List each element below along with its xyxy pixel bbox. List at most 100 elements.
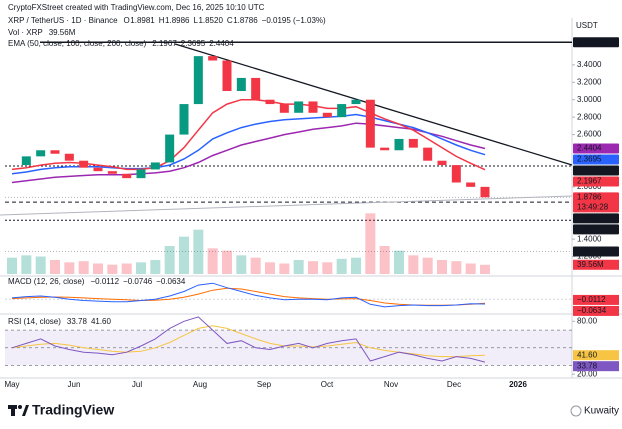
candle-body (136, 169, 146, 179)
candle-body (251, 77, 261, 100)
macd-label: −0.0112 (577, 295, 606, 304)
candle-body (64, 153, 74, 161)
ema-line (11, 113, 486, 175)
volume-bar (379, 246, 390, 274)
candle-body (466, 182, 476, 187)
volume-bar (35, 256, 46, 274)
symbol: XRP / TetherUS · 1D · Binance (8, 16, 118, 25)
x-tick-label: 2026 (509, 380, 527, 389)
y-tick-label: 1.4000 (577, 234, 602, 243)
price-label-box (573, 246, 619, 257)
price-label: 1.6175 (577, 225, 602, 234)
macd-legend: −0.0634 (156, 277, 186, 286)
price-label: 1.8254 (577, 214, 602, 223)
ohlc-key: L (193, 16, 198, 25)
price-label-box (573, 154, 619, 165)
candle-body (394, 138, 404, 151)
x-tick-label: Oct (321, 380, 334, 389)
candle-body (79, 160, 89, 168)
watermark: Kuwaity (584, 406, 619, 417)
rsi-legend: 41.60 (91, 317, 112, 326)
volume-bar (465, 263, 476, 274)
volume-bar (480, 264, 490, 274)
price-label: 2.2400 (577, 166, 602, 175)
x-tick-label: Dec (447, 380, 461, 389)
ema-value: 2.1967 (152, 39, 177, 48)
countdown: 13:49:28 (577, 203, 609, 212)
rsi-line (11, 316, 486, 363)
y-tick-label: 80.00 (577, 316, 598, 325)
rsi-legend: 33.78 (67, 317, 88, 326)
price-label: 3.6588 (577, 37, 602, 46)
price-label-box (573, 213, 619, 224)
volume-bar (250, 257, 261, 274)
candle-body (451, 165, 461, 183)
y-tick-label: 2.8000 (577, 112, 602, 121)
brand-logo (8, 405, 29, 416)
volume-bar (437, 260, 447, 274)
x-tick-label: Aug (193, 380, 207, 389)
volume-value: 39.56M (49, 28, 76, 37)
candle-body (122, 173, 132, 179)
price-label-box (573, 143, 619, 154)
watermark-icon (570, 405, 582, 417)
volume-bar (164, 246, 175, 274)
volume-bar (7, 257, 17, 274)
volume-bar (107, 264, 118, 274)
rsi-label: 33.78 (577, 361, 598, 370)
volume-bar (236, 255, 247, 274)
candle-body (308, 101, 318, 113)
candle-body (408, 138, 418, 148)
candle-body (337, 104, 347, 118)
x-tick-label: Sep (257, 380, 272, 389)
candle-body (380, 147, 390, 151)
ema-legend: EMA (50, close, 100, close, 200, close) (8, 39, 147, 48)
volume-bar (136, 262, 146, 274)
volume-bar (451, 261, 462, 274)
ohlc-value: 1.8981 (130, 16, 155, 25)
volume-bar (207, 248, 218, 274)
macd-label-box (573, 294, 619, 305)
x-tick-label: Jun (68, 380, 81, 389)
volume-bar (64, 262, 75, 274)
rsi-label-box (573, 361, 619, 372)
volume-bar (308, 261, 318, 274)
y-tick-label: 3.4000 (577, 60, 602, 69)
ohlc-value: 1.8786 (233, 16, 258, 25)
volume-bar (265, 262, 275, 274)
candle-body (365, 99, 375, 148)
ema-line (11, 98, 486, 171)
candle-body (236, 77, 246, 91)
volume-bar (394, 250, 404, 274)
macd-line (11, 282, 486, 308)
change: −0.0195 (−1.03%) (262, 16, 326, 25)
unit-label: USDT (576, 21, 598, 30)
candle-body (322, 112, 332, 118)
price-label: 2.4404 (577, 144, 602, 153)
volume-bar (179, 236, 189, 274)
candle-body (480, 186, 490, 198)
y-tick-label: 3.0000 (577, 95, 602, 104)
candle-body (21, 156, 31, 166)
x-tick-label: May (4, 380, 19, 389)
ohlc-key: H (159, 16, 165, 25)
volume-bar (336, 258, 347, 274)
volume-bar (422, 257, 433, 274)
candle-body (93, 167, 103, 172)
trend-line (0, 195, 573, 216)
candle-body (193, 56, 203, 105)
volume-bar (78, 261, 89, 274)
candle-body (222, 60, 232, 91)
candle-body (423, 147, 433, 161)
candle-body (208, 56, 218, 61)
x-tick-label: Nov (384, 380, 398, 389)
price-label-box (573, 224, 619, 235)
ohlc-value: 1.8520 (198, 16, 223, 25)
volume-bar (121, 263, 132, 274)
x-tick-label: Jul (132, 380, 142, 389)
ema-value: 2.3695 (181, 39, 206, 48)
macd-title: MACD (12, 26, close) (8, 277, 85, 286)
volume-bar (93, 263, 103, 274)
